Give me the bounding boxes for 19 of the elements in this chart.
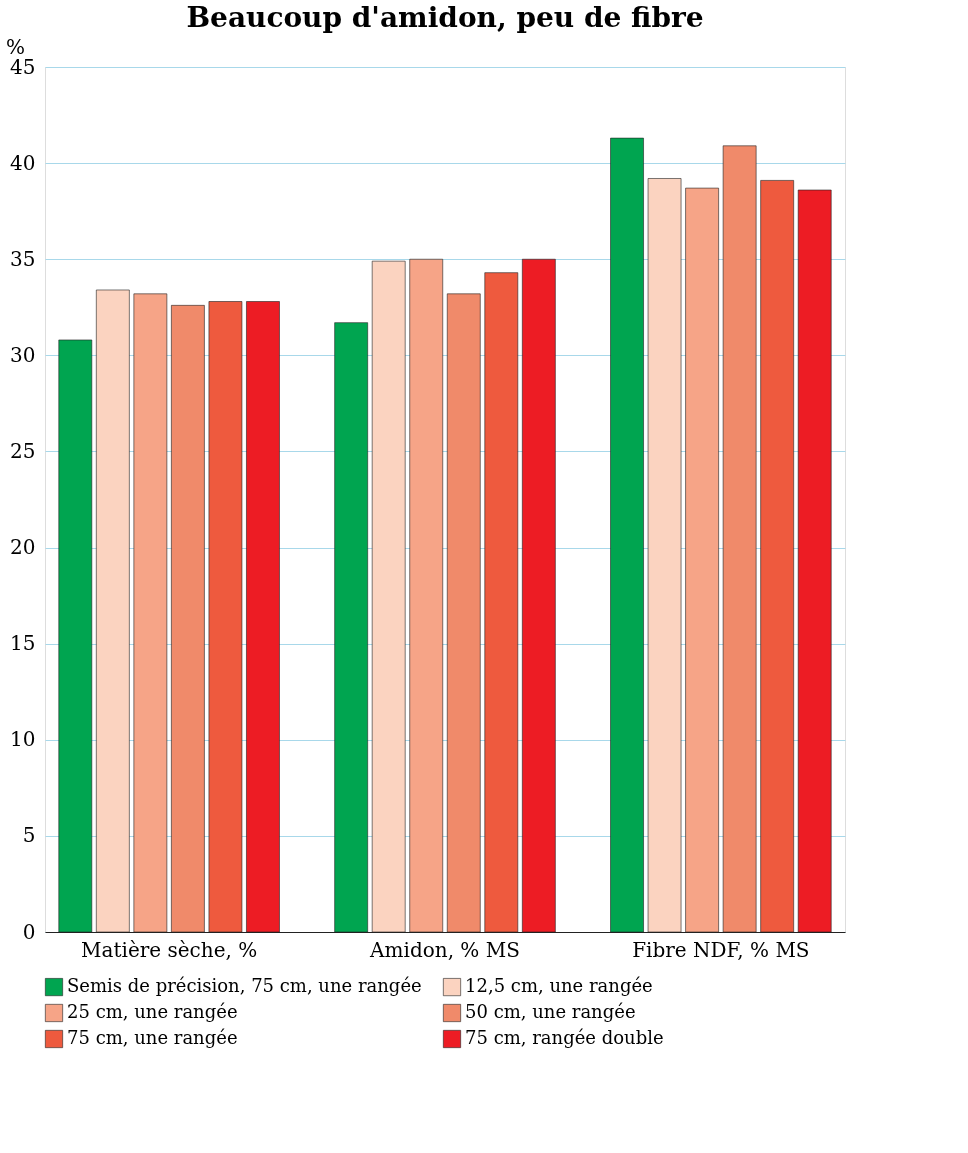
legend-label: 75 cm, une rangée [67,1027,238,1048]
y-tick-label: 30 [10,342,36,367]
legend-label: 50 cm, une rangée [465,1001,636,1022]
legend-label: 12,5 cm, une rangée [465,975,653,997]
y-tick-label: 40 [10,150,36,175]
legend-label: 25 cm, une rangée [67,1001,238,1022]
x-tick-label: Amidon, % MS [369,937,520,962]
y-tick-label: 10 [10,727,36,752]
y-tick-label: 20 [10,535,36,560]
y-tick-label: 35 [10,246,36,271]
y-tick-label: 0 [22,919,36,944]
y-tick-label: 5 [22,823,36,848]
legend-label: 75 cm, rangée double [465,1027,664,1048]
chart-title: Beaucoup d'amidon, peu de fibre [186,1,704,34]
y-tick-label: 15 [10,631,36,656]
y-tick-label: 25 [10,438,36,463]
legend-label: Semis de précision, 75 cm, une rangée [67,975,422,997]
x-tick-label: Matière sèche, % [81,937,258,962]
x-tick-label: Fibre NDF, % MS [632,937,810,962]
